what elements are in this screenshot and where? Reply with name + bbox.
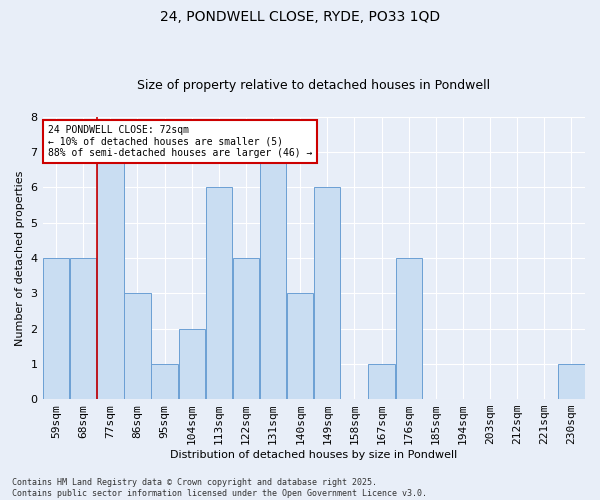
Bar — [368, 364, 395, 399]
Bar — [97, 152, 124, 399]
Bar — [179, 328, 205, 399]
Text: 24 PONDWELL CLOSE: 72sqm
← 10% of detached houses are smaller (5)
88% of semi-de: 24 PONDWELL CLOSE: 72sqm ← 10% of detach… — [48, 125, 313, 158]
Bar — [151, 364, 178, 399]
Bar — [206, 188, 232, 399]
Bar — [124, 293, 151, 399]
X-axis label: Distribution of detached houses by size in Pondwell: Distribution of detached houses by size … — [170, 450, 457, 460]
Title: Size of property relative to detached houses in Pondwell: Size of property relative to detached ho… — [137, 79, 490, 92]
Bar — [287, 293, 313, 399]
Bar — [395, 258, 422, 399]
Y-axis label: Number of detached properties: Number of detached properties — [15, 170, 25, 346]
Bar — [233, 258, 259, 399]
Text: 24, PONDWELL CLOSE, RYDE, PO33 1QD: 24, PONDWELL CLOSE, RYDE, PO33 1QD — [160, 10, 440, 24]
Bar — [43, 258, 69, 399]
Bar — [70, 258, 97, 399]
Text: Contains HM Land Registry data © Crown copyright and database right 2025.
Contai: Contains HM Land Registry data © Crown c… — [12, 478, 427, 498]
Bar — [558, 364, 584, 399]
Bar — [260, 152, 286, 399]
Bar — [314, 188, 340, 399]
